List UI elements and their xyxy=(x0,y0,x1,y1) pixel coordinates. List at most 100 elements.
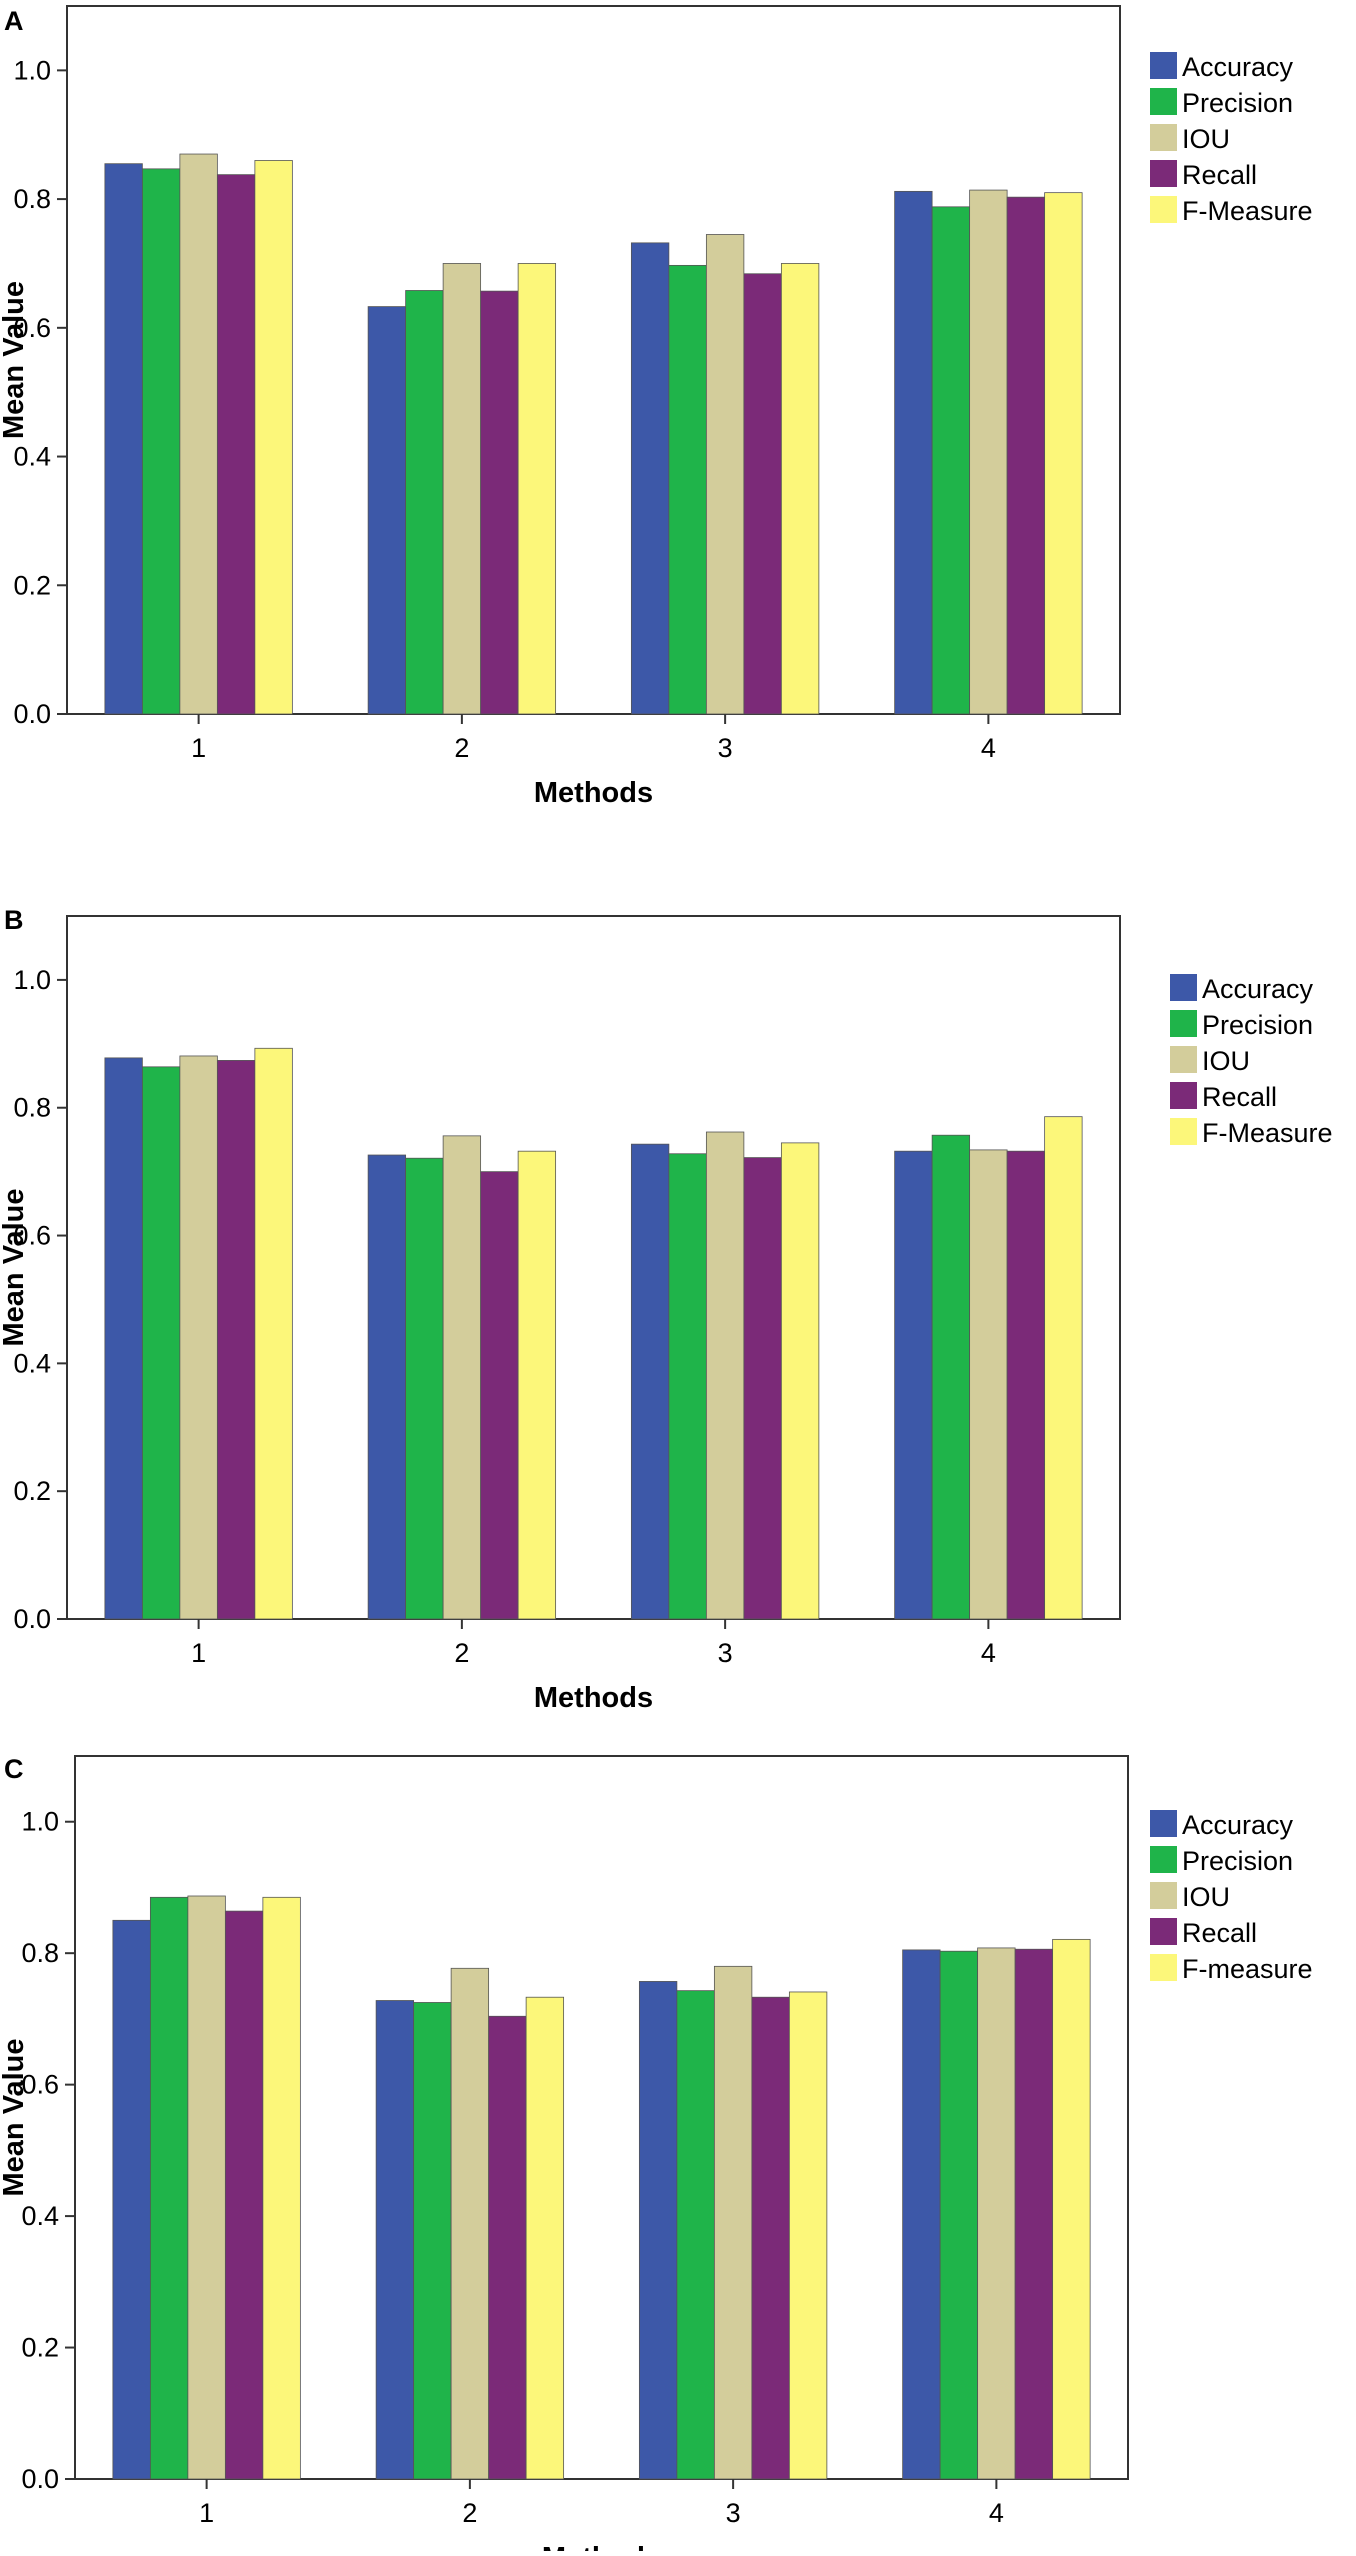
bar-accuracy-1 xyxy=(104,1057,143,1620)
legend-swatch xyxy=(1150,52,1177,79)
x-tick-label: 3 xyxy=(726,2498,741,2528)
legend-swatch xyxy=(1150,88,1177,115)
bar-recall-4 xyxy=(1014,1948,1054,2480)
legend-label: Precision xyxy=(1182,88,1293,118)
bar-precision-1 xyxy=(141,168,181,715)
bar-precision-3 xyxy=(676,1990,715,2480)
bar-f-measure-3 xyxy=(780,263,820,715)
x-tick-label: 1 xyxy=(191,1638,206,1668)
legend-label: Recall xyxy=(1182,1918,1257,1948)
legend-label: Accuracy xyxy=(1182,1810,1294,1840)
legend-label: Accuracy xyxy=(1202,974,1314,1004)
x-tick-label: 2 xyxy=(462,2498,477,2528)
bar-iou-3 xyxy=(705,234,745,715)
x-tick-label: 2 xyxy=(454,1638,469,1668)
bar-precision-2 xyxy=(405,290,444,715)
x-axis-title: Methods xyxy=(534,1682,653,1714)
bar-iou-2 xyxy=(442,263,482,715)
legend-swatch xyxy=(1170,974,1197,1001)
legend-label: Precision xyxy=(1182,1846,1293,1876)
y-tick-label: 0.6 xyxy=(13,313,51,343)
bar-accuracy-3 xyxy=(638,1981,678,2480)
bar-precision-3 xyxy=(668,1153,707,1620)
x-tick-label: 3 xyxy=(718,733,733,763)
y-tick-label: 0.8 xyxy=(13,184,51,214)
bar-iou-1 xyxy=(179,1055,218,1620)
y-tick-label: 0.4 xyxy=(13,442,51,472)
bar-precision-4 xyxy=(939,1950,979,2480)
bar-iou-3 xyxy=(713,1965,753,2480)
bar-accuracy-1 xyxy=(104,163,143,715)
bar-f-measure-3 xyxy=(780,1142,820,1620)
y-tick-label: 0.6 xyxy=(13,1221,51,1251)
y-tick-label: 0.0 xyxy=(21,2464,59,2494)
y-tick-label: 0.0 xyxy=(13,1604,51,1634)
bar-accuracy-3 xyxy=(630,242,670,715)
bar-accuracy-4 xyxy=(894,190,933,715)
bar-iou-3 xyxy=(705,1131,745,1620)
legend-swatch xyxy=(1170,1118,1197,1145)
bar-recall-3 xyxy=(751,1996,790,2480)
bar-precision-2 xyxy=(405,1157,444,1620)
legend-swatch xyxy=(1150,196,1177,223)
y-tick-label: 0.0 xyxy=(13,699,51,729)
bar-precision-1 xyxy=(149,1896,189,2480)
legend-swatch xyxy=(1150,160,1177,187)
y-axis-title: Mean Value xyxy=(0,2039,30,2197)
bar-f-measure-4 xyxy=(1044,1116,1083,1620)
bar-accuracy-1 xyxy=(112,1919,151,2480)
chart-panel-a: A 0.0 0.2 0.4 0.6 0.8 1.0 1 2 3 4 Methods Mean Value… xyxy=(0,5,1313,809)
x-tick-label: 4 xyxy=(981,733,996,763)
legend-label: IOU xyxy=(1182,1882,1230,1912)
legend-swatch xyxy=(1170,1010,1197,1037)
legend-label: F-measure xyxy=(1182,1954,1313,1984)
bar-accuracy-4 xyxy=(894,1150,933,1620)
bar-f-measure-1 xyxy=(254,160,293,715)
legend-label: IOU xyxy=(1202,1046,1250,1076)
bar-iou-2 xyxy=(450,1967,490,2480)
legend-swatch xyxy=(1170,1082,1197,1109)
legend-label: Recall xyxy=(1182,160,1257,190)
panel-letter: B xyxy=(4,905,24,935)
bar-iou-1 xyxy=(179,153,218,715)
x-tick-label: 4 xyxy=(989,2498,1004,2528)
bar-recall-1 xyxy=(216,174,256,715)
bar-precision-3 xyxy=(668,264,707,715)
y-axis-title: Mean Value xyxy=(0,1189,30,1347)
x-tick-label: 4 xyxy=(981,1638,996,1668)
legend-swatch xyxy=(1170,1046,1197,1073)
bar-accuracy-2 xyxy=(375,2000,415,2480)
bar-f-measure-1 xyxy=(254,1047,293,1620)
bar-f-measure-4 xyxy=(1052,1938,1091,2480)
legend-label: Precision xyxy=(1202,1010,1313,1040)
legend-swatch xyxy=(1150,1810,1177,1837)
legend-swatch xyxy=(1150,1918,1177,1945)
legend-label: IOU xyxy=(1182,124,1230,154)
bar-recall-4 xyxy=(1006,196,1046,715)
bar-recall-3 xyxy=(743,273,782,715)
bar-precision-4 xyxy=(931,206,971,715)
x-tick-label: 2 xyxy=(454,733,469,763)
panel-letter: C xyxy=(4,1754,24,1784)
x-tick-label: 3 xyxy=(718,1638,733,1668)
y-tick-label: 0.6 xyxy=(21,2070,59,2100)
y-axis-title: Mean Value xyxy=(0,281,30,439)
bar-recall-1 xyxy=(224,1910,264,2480)
legend-swatch xyxy=(1150,124,1177,151)
bar-precision-4 xyxy=(931,1134,971,1620)
bar-recall-4 xyxy=(1006,1150,1046,1620)
bar-iou-4 xyxy=(977,1947,1016,2480)
bar-recall-2 xyxy=(488,2015,527,2480)
bar-f-measure-1 xyxy=(262,1896,301,2480)
bar-recall-2 xyxy=(480,1171,519,1620)
legend-label: Recall xyxy=(1202,1082,1277,1112)
legend-label: F-Measure xyxy=(1202,1118,1333,1148)
bar-accuracy-2 xyxy=(367,306,407,715)
y-tick-label: 0.4 xyxy=(13,1348,51,1378)
legend-swatch xyxy=(1150,1954,1177,1981)
y-tick-label: 0.2 xyxy=(21,2333,59,2363)
bar-recall-1 xyxy=(216,1060,256,1620)
bar-iou-1 xyxy=(187,1895,226,2480)
y-tick-label: 1.0 xyxy=(13,55,51,85)
